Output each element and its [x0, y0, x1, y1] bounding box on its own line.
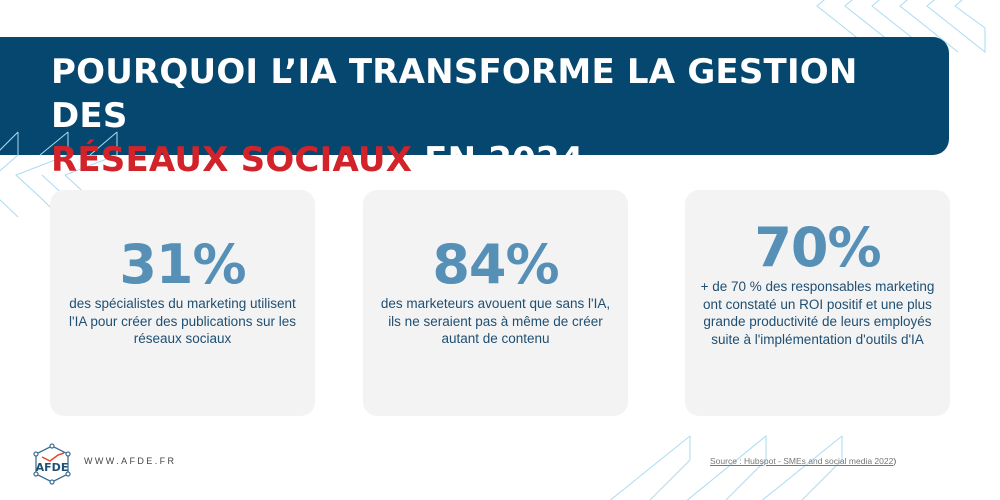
stat-card-84: 84% des marketeurs avouent que sans l'IA…: [363, 190, 628, 416]
title-accent: RÉSEAUX SOCIAUX: [51, 140, 413, 180]
title-line-2: RÉSEAUX SOCIAUX EN 2024: [51, 138, 931, 182]
stat-card-70: 70% + de 70 % des responsables marketing…: [685, 190, 950, 416]
stat-description: des marketeurs avouent que sans l'IA, il…: [380, 296, 611, 346]
source-link[interactable]: Source : Hubspot - SMEs and social media…: [710, 456, 896, 466]
title-line-1: POURQUOI L’IA TRANSFORME LA GESTION DES: [51, 52, 858, 136]
source-paren: ): [893, 456, 897, 466]
title-rest: EN 2024: [412, 140, 584, 180]
afde-logo-icon: AFDE: [33, 443, 71, 485]
stat-description: + de 70 % des responsables marketing ont…: [700, 279, 935, 347]
website-link[interactable]: WWW.AFDE.FR: [84, 456, 177, 466]
stat-description: des spécialistes du marketing utilisent …: [69, 296, 296, 346]
svg-text:AFDE: AFDE: [36, 461, 69, 474]
stat-card-31: 31% des spécialistes du marketing utilis…: [50, 190, 315, 416]
stat-value: 84%: [432, 233, 559, 296]
stat-value: 31%: [119, 233, 246, 296]
source-text[interactable]: Source : Hubspot - SMEs and social media…: [710, 456, 894, 466]
page-title: POURQUOI L’IA TRANSFORME LA GESTION DES …: [51, 50, 931, 182]
title-banner: [0, 37, 949, 155]
stat-value: 70%: [754, 216, 881, 279]
